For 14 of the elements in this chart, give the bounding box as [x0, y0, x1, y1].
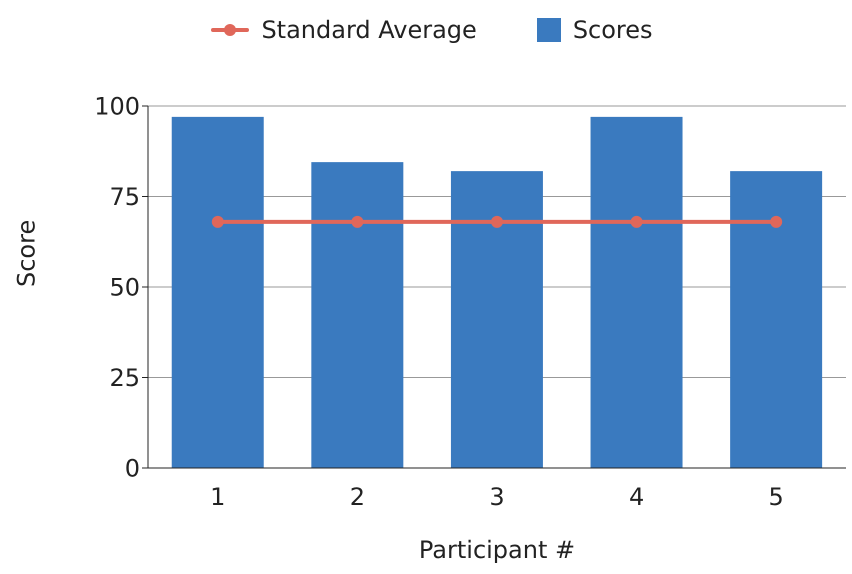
x-tick-label: 1 — [210, 483, 226, 512]
y-tick-label: 0 — [124, 454, 140, 483]
x-tick-label: 2 — [350, 483, 366, 512]
y-tick-label: 100 — [94, 92, 140, 121]
legend-label: Standard Average — [260, 16, 477, 44]
legend-label: Scores — [572, 16, 653, 44]
x-axis-title: Participant # — [418, 536, 576, 564]
x-tick-label: 3 — [489, 483, 505, 512]
x-tick-label: 4 — [628, 483, 644, 512]
y-tick-label: 50 — [109, 274, 140, 302]
y-tick-label: 25 — [109, 364, 140, 392]
x-tick-label: 5 — [768, 483, 784, 512]
y-axis-title: Score — [12, 220, 41, 287]
y-tick-label: 75 — [109, 183, 140, 212]
